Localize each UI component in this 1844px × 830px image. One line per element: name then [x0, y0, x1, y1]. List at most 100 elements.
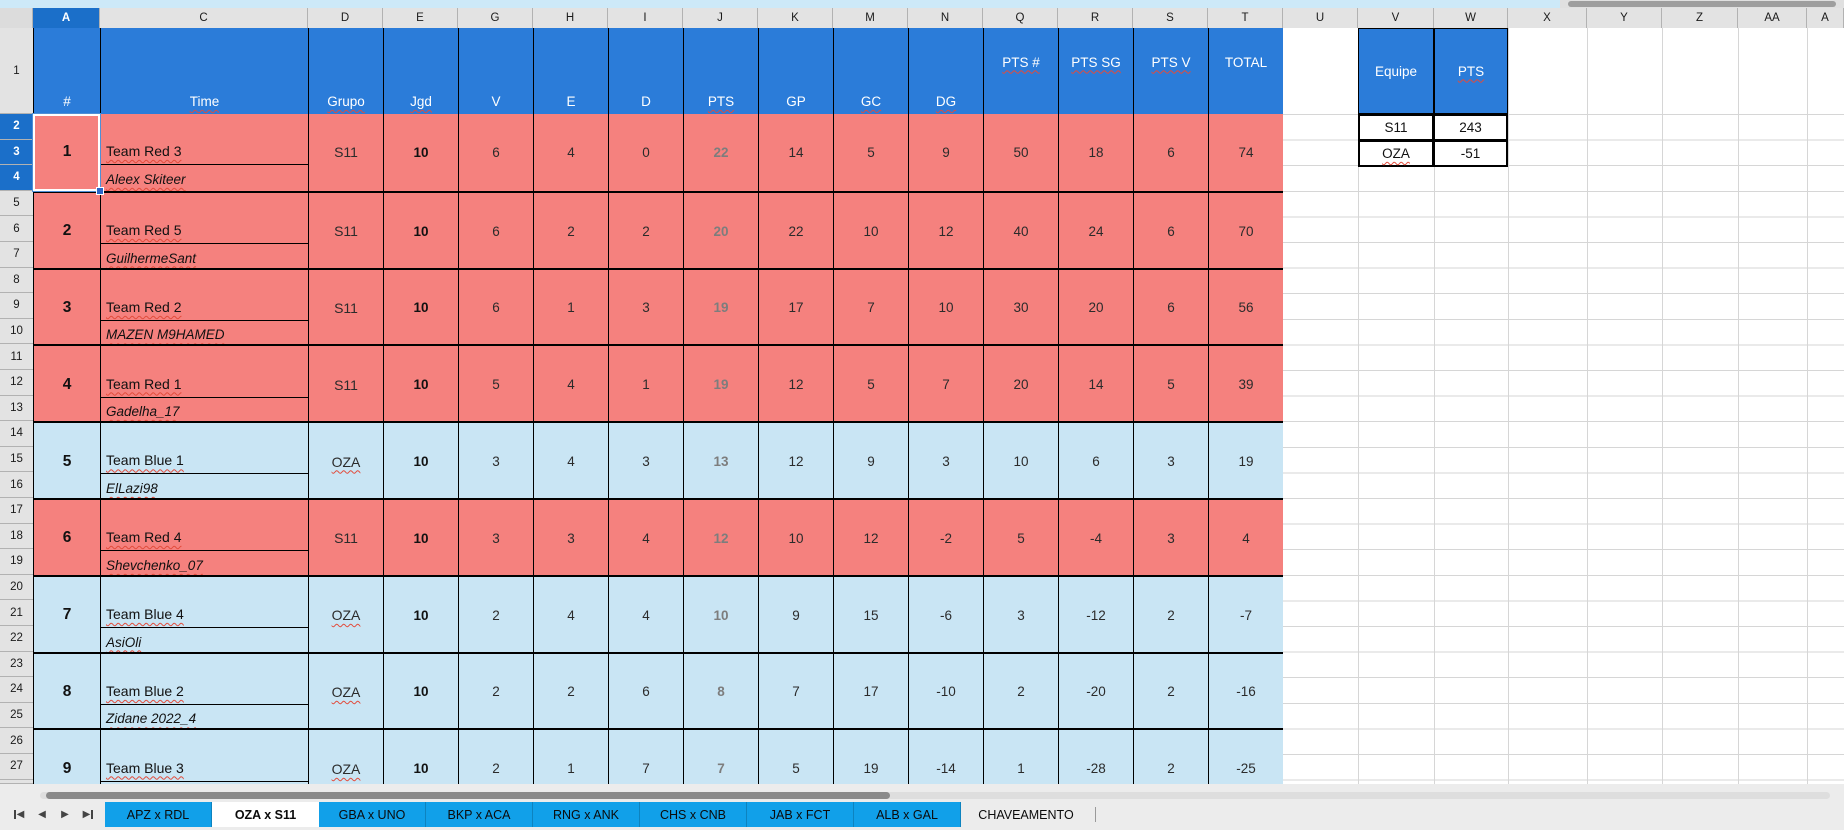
rank-cell[interactable]: 9 [34, 730, 101, 784]
header-cell-time[interactable]: Time [101, 28, 309, 114]
column-header-C[interactable]: C [100, 8, 308, 28]
dg-cell[interactable]: -2 [909, 500, 984, 577]
sheet-tab-alb-x-gal[interactable]: ALB x GAL [854, 802, 961, 827]
pts_sg-cell[interactable]: 18 [1059, 114, 1134, 191]
d-cell[interactable]: 7 [609, 730, 684, 784]
pts_v-cell[interactable]: 6 [1134, 192, 1209, 270]
row-header-22[interactable]: 22 [0, 626, 33, 652]
player-name-cell[interactable]: GuilhermeSant [101, 244, 308, 270]
d-cell[interactable]: 3 [609, 269, 684, 347]
sheet-tab-chaveamento[interactable]: CHAVEAMENTO [978, 807, 1074, 822]
team-name-cell[interactable]: Team Red 3 [101, 114, 308, 166]
pts-cell[interactable]: 19 [684, 269, 759, 347]
gc-cell[interactable]: 9 [834, 423, 909, 500]
jgd-cell[interactable]: 10 [384, 576, 459, 654]
gp-cell[interactable]: 10 [759, 500, 834, 577]
row-header-20[interactable]: 20 [0, 574, 33, 601]
dg-cell[interactable]: -14 [909, 730, 984, 784]
grupo-cell[interactable]: OZA [309, 423, 384, 500]
row-header-11[interactable]: 11 [0, 344, 33, 370]
time-cell[interactable]: Team Red 3 Aleex Skiteer [101, 114, 309, 191]
gp-cell[interactable]: 7 [759, 653, 834, 731]
first-sheet-button[interactable]: ◀ [8, 803, 30, 825]
team-name-cell[interactable]: Team Red 5 [101, 193, 308, 244]
cell-selection-fill-handle[interactable] [96, 187, 104, 195]
grupo-cell[interactable]: OZA [309, 653, 384, 731]
pts_hash-cell[interactable]: 40 [984, 192, 1059, 270]
grupo-cell[interactable]: S11 [309, 269, 384, 347]
rank-cell[interactable]: 2 [34, 192, 101, 270]
sheet-tab-bkp-x-aca[interactable]: BKP x ACA [426, 802, 533, 827]
player-name-cell[interactable]: ElLazi98 [101, 474, 308, 500]
gp-cell[interactable]: 12 [759, 346, 834, 424]
pts_v-cell[interactable]: 3 [1134, 423, 1209, 500]
team-name-cell[interactable]: Team Red 2 [101, 270, 308, 321]
total-cell[interactable]: -7 [1209, 577, 1283, 654]
column-header-H[interactable]: H [533, 8, 608, 28]
team-name-cell[interactable]: Team Red 1 [101, 346, 308, 398]
team-name-cell[interactable]: Team Blue 4 [101, 577, 308, 628]
e-cell[interactable]: 1 [534, 730, 609, 784]
column-header-U-15[interactable]: U [1283, 8, 1358, 28]
row-header-5[interactable]: 5 [0, 190, 33, 217]
previous-sheet-button[interactable]: ◀ [31, 803, 53, 825]
player-name-cell[interactable]: Gadelha_17 [101, 398, 308, 424]
column-header-AA-21[interactable]: AA [1738, 8, 1807, 28]
e-cell[interactable]: 3 [534, 500, 609, 577]
v-cell[interactable]: 2 [459, 730, 534, 784]
horizontal-scrollbar-track[interactable] [40, 792, 1830, 799]
rank-cell[interactable]: 5 [34, 423, 101, 500]
summary-cell-pts-oza[interactable]: -51 [1433, 140, 1508, 167]
player-name-cell[interactable]: Shevchenko_07 [101, 551, 308, 577]
column-header-V-16[interactable]: V [1358, 8, 1434, 28]
v-cell[interactable]: 3 [459, 423, 534, 500]
header-cell-grupo[interactable]: Grupo [309, 28, 384, 114]
pts_hash-cell[interactable]: 5 [984, 500, 1059, 577]
pts_hash-cell[interactable]: 10 [984, 423, 1059, 500]
time-cell[interactable]: Team Blue 2 Zidane 2022_4 [101, 653, 309, 731]
pts_sg-cell[interactable]: -12 [1059, 576, 1134, 654]
jgd-cell[interactable]: 10 [384, 346, 459, 424]
grupo-cell[interactable]: S11 [309, 346, 384, 424]
total-cell[interactable]: 4 [1209, 500, 1283, 577]
header-cell-e[interactable]: E [534, 28, 609, 114]
dg-cell[interactable]: 10 [909, 269, 984, 347]
time-cell[interactable]: Team Blue 4 AsiOli [101, 576, 309, 654]
pts_hash-cell[interactable]: 1 [984, 730, 1059, 784]
grupo-cell[interactable]: S11 [309, 500, 384, 577]
corner-header[interactable] [0, 8, 33, 28]
rank-cell[interactable]: 3 [34, 269, 101, 347]
gp-cell[interactable]: 9 [759, 576, 834, 654]
row-header-4[interactable]: 4 [0, 165, 33, 191]
row-header-14[interactable]: 14 [0, 421, 33, 447]
summary-cell-team-oza[interactable]: OZA [1358, 140, 1434, 167]
time-cell[interactable]: Team Red 5 GuilhermeSant [101, 192, 309, 270]
dg-cell[interactable]: -6 [909, 576, 984, 654]
row-header-1[interactable]: 1 [0, 28, 33, 114]
header-cell-pts-sg[interactable]: PTS SG [1059, 28, 1134, 114]
pts_v-cell[interactable]: 6 [1134, 269, 1209, 347]
column-header-I[interactable]: I [608, 8, 683, 28]
team-name-cell[interactable]: Team Blue 2 [101, 654, 308, 705]
row-header-26[interactable]: 26 [0, 728, 33, 754]
team-name-cell[interactable]: Team Blue 1 [101, 423, 308, 475]
time-cell[interactable]: Team Red 4 Shevchenko_07 [101, 500, 309, 577]
rank-cell[interactable]: 4 [34, 346, 101, 424]
row-header-24[interactable]: 24 [0, 677, 33, 703]
row-header-16[interactable]: 16 [0, 472, 33, 498]
sheet-tab-oza-x-s11[interactable]: OZA x S11 [212, 802, 319, 827]
pts_v-cell[interactable]: 5 [1134, 346, 1209, 424]
dg-cell[interactable]: -10 [909, 653, 984, 731]
v-cell[interactable]: 6 [459, 192, 534, 270]
header-cell-v[interactable]: V [459, 28, 534, 114]
column-header-A-22[interactable]: A [1807, 8, 1844, 28]
row-header-23[interactable]: 23 [0, 651, 33, 678]
jgd-cell[interactable]: 10 [384, 269, 459, 347]
total-cell[interactable]: -16 [1209, 654, 1283, 731]
pts_sg-cell[interactable]: -28 [1059, 730, 1134, 784]
row-header-27[interactable]: 27 [0, 754, 33, 780]
pts_sg-cell[interactable]: 14 [1059, 346, 1134, 424]
column-header-J[interactable]: J [683, 8, 758, 28]
gc-cell[interactable]: 12 [834, 500, 909, 577]
v-cell[interactable]: 2 [459, 653, 534, 731]
